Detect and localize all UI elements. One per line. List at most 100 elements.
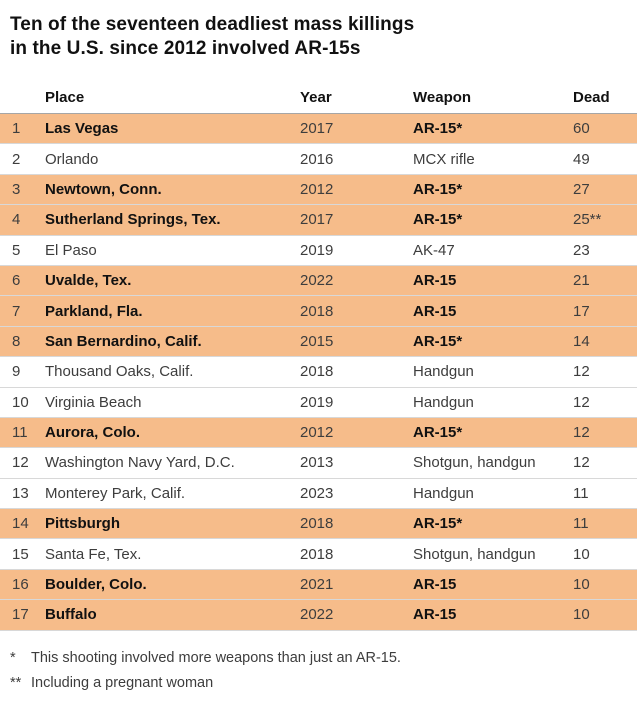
place-cell: San Bernardino, Calif. <box>45 332 202 350</box>
table-row: 4 Sutherland Springs, Tex. 2017 AR-15* 25** <box>0 205 637 236</box>
place-cell: Aurora, Colo. <box>45 424 141 442</box>
place-cell: Pittsburgh <box>45 515 120 533</box>
table-body: 1 Las Vegas 2017 AR-15* 60 2 Orlando 2016 MCX ri… <box>0 113 637 631</box>
table-row: 13 Monterey Park, Calif. 2023 Handgun 11 <box>0 478 637 510</box>
table-row: 12 Washington Navy Yard, D.C. 2013 Shotgun,… <box>0 448 637 479</box>
table-row: 15 Santa Fe, Tex. 2018 Shotgun, handgun 10 <box>0 539 637 570</box>
place-cell: Orlando <box>45 150 99 168</box>
footnotes: * This shooting involved more weapons tha… <box>10 646 640 696</box>
table-row: 2 Orlando 2016 MCX rifle 49 <box>0 144 637 175</box>
table-row: 10 Virginia Beach 2019 Handgun 12 <box>0 387 637 418</box>
dead-cell: 49 <box>573 150 590 168</box>
table-row: 1 Las Vegas 2017 AR-15* 60 <box>0 114 637 145</box>
table-row: 5 El Paso 2019 AK-47 23 <box>0 235 637 266</box>
table-row: 3 Newtown, Conn. 2012 AR-15* 27 <box>0 174 637 206</box>
dead-cell: 14 <box>573 332 590 350</box>
weapon-cell: AR-15* <box>413 424 463 442</box>
weapon-cell: Handgun <box>413 484 474 502</box>
footnote: ** Including a pregnant woman <box>10 671 640 696</box>
rank-cell: 16 <box>12 576 29 594</box>
place-cell: Newtown, Conn. <box>45 180 162 198</box>
table-row: 7 Parkland, Fla. 2018 AR-15 17 <box>0 296 637 327</box>
rank-cell: 2 <box>12 150 21 168</box>
dead-cell: 12 <box>573 454 590 472</box>
weapon-cell: AR-15 <box>413 606 457 624</box>
place-cell: Uvalde, Tex. <box>45 272 132 290</box>
deadliest-shootings-table: Place Year Weapon Dead 1 Las Vegas 2017 AR-… <box>0 87 640 631</box>
year-cell: 2017 <box>300 120 334 138</box>
year-cell: 2018 <box>300 515 334 533</box>
dead-cell: 12 <box>573 424 590 442</box>
year-cell: 2022 <box>300 272 334 290</box>
weapon-cell: AR-15* <box>413 515 463 533</box>
table-header-row: Place Year Weapon Dead <box>0 87 637 107</box>
weapon-cell: Shotgun, handgun <box>413 454 536 472</box>
header-weapon: Weapon <box>413 88 472 106</box>
title-line-2: in the U.S. since 2012 involved AR-15s <box>10 38 361 59</box>
table-row: 11 Aurora, Colo. 2012 AR-15* 12 <box>0 417 637 449</box>
rank-cell: 4 <box>12 211 21 229</box>
dead-cell: 12 <box>573 393 590 411</box>
dead-cell: 10 <box>573 606 590 624</box>
table-row: 6 Uvalde, Tex. 2022 AR-15 21 <box>0 265 637 297</box>
header-year: Year <box>300 88 332 106</box>
rank-cell: 17 <box>12 606 29 624</box>
place-cell: Washington Navy Yard, D.C. <box>45 454 235 472</box>
rank-cell: 11 <box>12 424 28 442</box>
year-cell: 2018 <box>300 545 334 563</box>
year-cell: 2018 <box>300 302 334 320</box>
year-cell: 2019 <box>300 241 334 259</box>
footnote-marker: * <box>10 649 16 666</box>
year-cell: 2013 <box>300 454 334 472</box>
weapon-cell: AR-15 <box>413 302 457 320</box>
header-place: Place <box>45 88 85 106</box>
year-cell: 2012 <box>300 180 334 198</box>
place-cell: Parkland, Fla. <box>45 302 143 320</box>
dead-cell: 10 <box>573 576 590 594</box>
dead-cell: 11 <box>573 515 589 533</box>
table-row: 8 San Bernardino, Calif. 2015 AR-15* 14 <box>0 326 637 358</box>
rank-cell: 12 <box>12 454 29 472</box>
dead-cell: 17 <box>573 302 590 320</box>
year-cell: 2023 <box>300 484 334 502</box>
footnote-marker: ** <box>10 674 22 691</box>
table-row: 17 Buffalo 2022 AR-15 10 <box>0 600 637 631</box>
place-cell: Monterey Park, Calif. <box>45 484 186 502</box>
dead-cell: 60 <box>573 120 590 138</box>
dead-cell: 11 <box>573 484 589 502</box>
dead-cell: 27 <box>573 180 590 198</box>
place-cell: Buffalo <box>45 606 97 624</box>
weapon-cell: AR-15* <box>413 332 463 350</box>
place-cell: Virginia Beach <box>45 393 142 411</box>
year-cell: 2017 <box>300 211 334 229</box>
place-cell: Thousand Oaks, Calif. <box>45 363 194 381</box>
dead-cell: 25** <box>573 211 602 229</box>
weapon-cell: AR-15 <box>413 576 457 594</box>
year-cell: 2012 <box>300 424 334 442</box>
year-cell: 2022 <box>300 606 334 624</box>
weapon-cell: Handgun <box>413 393 474 411</box>
year-cell: 2019 <box>300 393 334 411</box>
place-cell: Santa Fe, Tex. <box>45 545 142 563</box>
year-cell: 2016 <box>300 150 334 168</box>
weapon-cell: AR-15* <box>413 120 463 138</box>
header-dead: Dead <box>573 88 610 106</box>
dead-cell: 12 <box>573 363 590 381</box>
rank-cell: 1 <box>12 120 21 138</box>
place-cell: Sutherland Springs, Tex. <box>45 211 221 229</box>
weapon-cell: Handgun <box>413 363 474 381</box>
rank-cell: 6 <box>12 272 21 290</box>
weapon-cell: MCX rifle <box>413 150 475 168</box>
dead-cell: 10 <box>573 545 590 563</box>
footnote: * This shooting involved more weapons tha… <box>10 646 640 671</box>
rank-cell: 3 <box>12 180 21 198</box>
year-cell: 2018 <box>300 363 334 381</box>
rank-cell: 15 <box>12 545 29 563</box>
year-cell: 2015 <box>300 332 334 350</box>
weapon-cell: Shotgun, handgun <box>413 545 536 563</box>
table-row: 16 Boulder, Colo. 2021 AR-15 10 <box>0 569 637 601</box>
weapon-cell: AR-15* <box>413 211 463 229</box>
weapon-cell: AK-47 <box>413 241 455 259</box>
rank-cell: 14 <box>12 515 29 533</box>
rank-cell: 5 <box>12 241 21 259</box>
